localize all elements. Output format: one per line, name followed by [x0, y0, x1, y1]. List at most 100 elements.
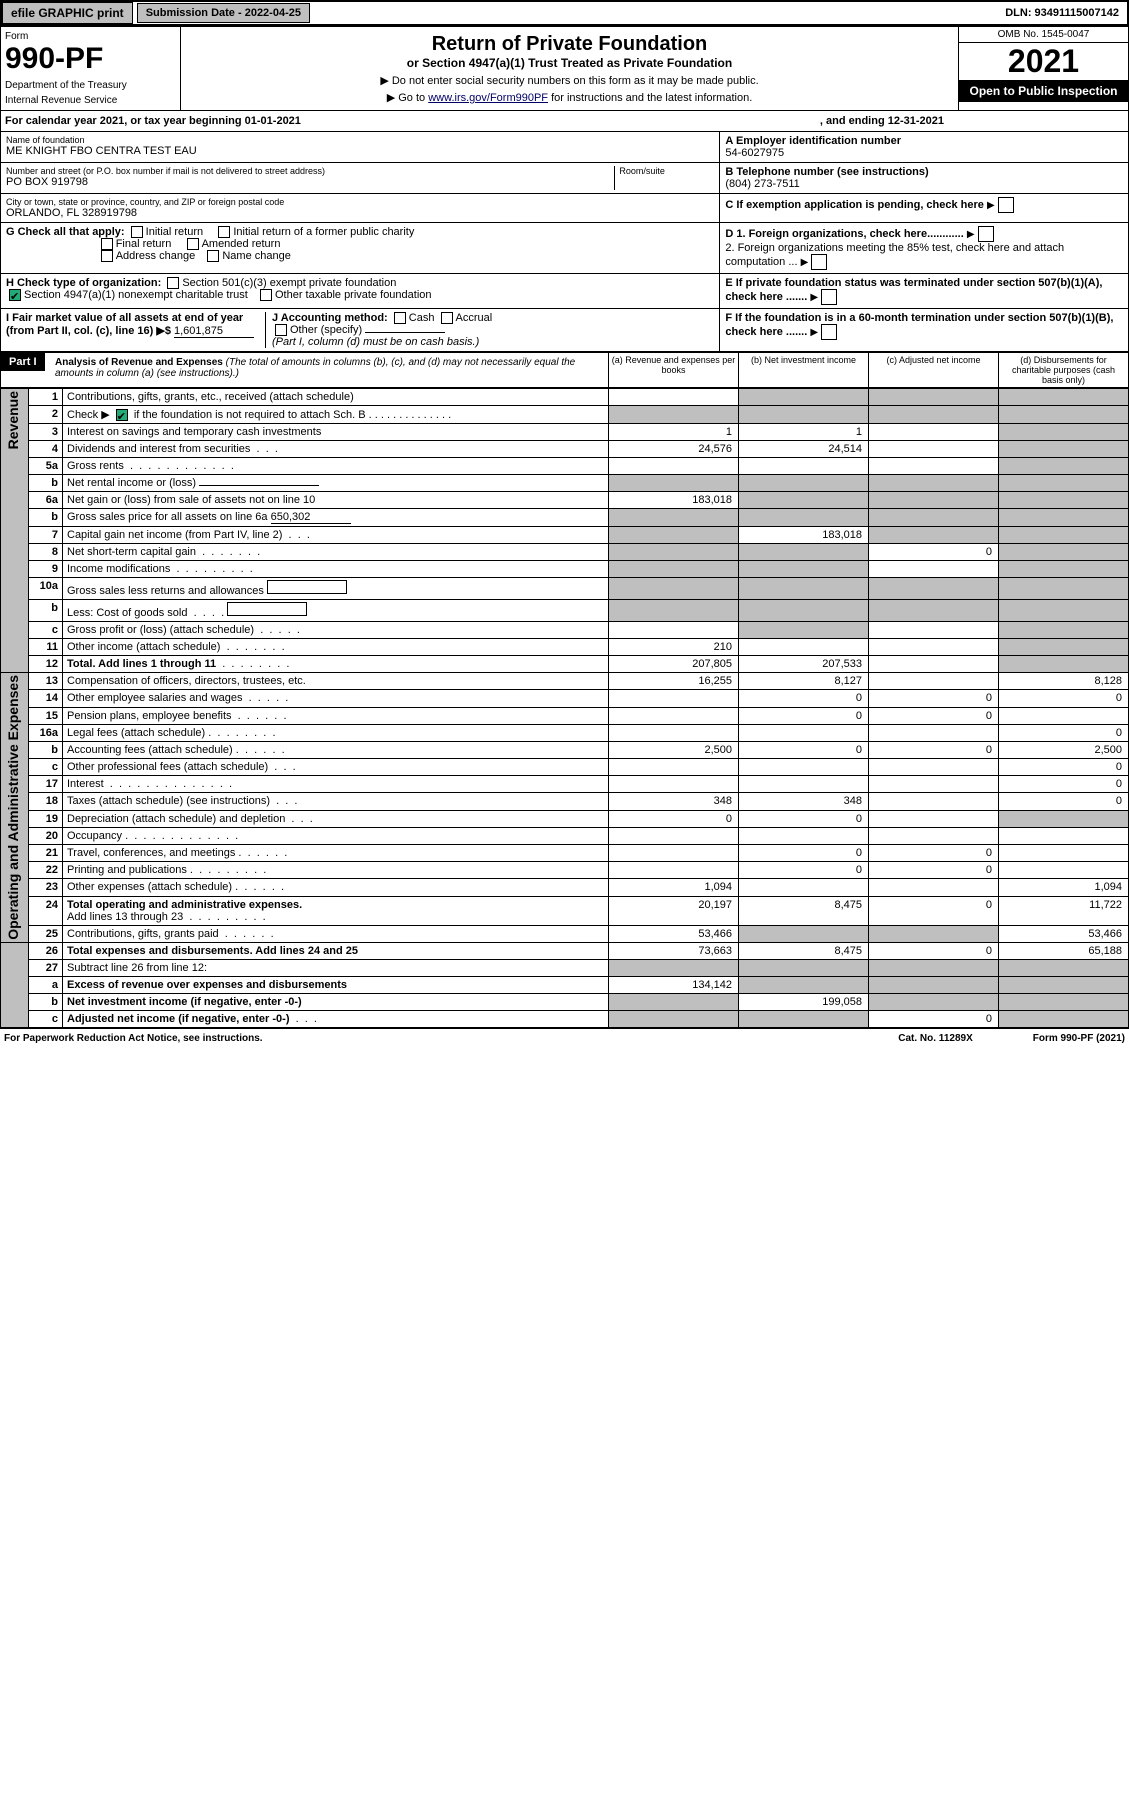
l26a: 73,663	[609, 943, 739, 960]
l4b: 24,514	[739, 441, 869, 458]
addr-value: PO BOX 919798	[6, 176, 614, 188]
l2b: if the foundation is not required to att…	[134, 409, 366, 421]
l6b-val: 650,302	[271, 511, 351, 524]
dept-label: Department of the Treasury	[5, 80, 176, 91]
l18d: 0	[999, 793, 1129, 810]
l16b-a: 2,500	[609, 741, 739, 758]
footer-left: For Paperwork Reduction Act Notice, see …	[4, 1033, 263, 1044]
l25d: 53,466	[999, 925, 1129, 942]
l24b: Add lines 13 through 23	[67, 911, 183, 923]
l27b: Net investment income (if negative, ente…	[67, 996, 302, 1008]
l22c: 0	[869, 862, 999, 879]
h1: Section 501(c)(3) exempt private foundat…	[182, 277, 396, 289]
g1: Initial return	[146, 226, 203, 238]
cb-initial-former[interactable]	[218, 226, 230, 238]
cb-final-return[interactable]	[101, 238, 113, 250]
l21b: 0	[739, 845, 869, 862]
l16c-d: 0	[999, 759, 1129, 776]
cb-other-taxable[interactable]	[260, 289, 272, 301]
l24a-v: 20,197	[609, 896, 739, 925]
l13b: 8,127	[739, 673, 869, 690]
cb-f[interactable]	[821, 324, 837, 340]
arrow-icon: ▶	[987, 200, 995, 211]
l12: Total. Add lines 1 through 11	[67, 658, 216, 670]
l26c: 0	[869, 943, 999, 960]
l18b: 348	[739, 793, 869, 810]
f-label: F If the foundation is in a 60-month ter…	[725, 312, 1113, 338]
footer: For Paperwork Reduction Act Notice, see …	[0, 1028, 1129, 1048]
l14b: 0	[739, 690, 869, 707]
form-subtitle: or Section 4947(a)(1) Trust Treated as P…	[187, 56, 952, 70]
tax-year: 2021	[959, 43, 1128, 80]
cb-accrual[interactable]	[441, 312, 453, 324]
l11: Other income (attach schedule)	[67, 641, 220, 653]
cb-4947[interactable]: ✔	[9, 289, 21, 301]
col-c-header: (c) Adjusted net income	[868, 353, 998, 387]
city-value: ORLANDO, FL 328919798	[6, 207, 714, 219]
l3b: 1	[739, 424, 869, 441]
d1-label: D 1. Foreign organizations, check here..…	[725, 228, 963, 240]
c-checkbox[interactable]	[998, 197, 1014, 213]
g5: Address change	[116, 250, 196, 262]
cb-address-change[interactable]	[101, 250, 113, 262]
cb-initial-return[interactable]	[131, 226, 143, 238]
cb-501c3[interactable]	[167, 277, 179, 289]
l27: Subtract line 26 from line 12:	[63, 960, 609, 977]
l13a: 16,255	[609, 673, 739, 690]
l19b: 0	[739, 810, 869, 827]
l11a: 210	[609, 639, 739, 656]
dln-label: DLN: 93491115007142	[997, 4, 1127, 22]
l19: Depreciation (attach schedule) and deple…	[67, 813, 285, 825]
l24b-v: 8,475	[739, 896, 869, 925]
l18: Taxes (attach schedule) (see instruction…	[67, 795, 270, 807]
cb-name-change[interactable]	[207, 250, 219, 262]
l7b: 183,018	[739, 527, 869, 544]
footer-form: Form 990-PF (2021)	[1033, 1033, 1125, 1044]
j-label: J Accounting method:	[272, 312, 388, 324]
l6a: Net gain or (loss) from sale of assets n…	[63, 492, 609, 509]
calendar-year-row: For calendar year 2021, or tax year begi…	[0, 111, 1129, 132]
calyear-text: For calendar year 2021, or tax year begi…	[5, 115, 301, 127]
l24: Total operating and administrative expen…	[67, 899, 302, 911]
j-note: (Part I, column (d) must be on cash basi…	[272, 336, 479, 348]
form-header: Form 990-PF Department of the Treasury I…	[0, 26, 1129, 111]
l27b-b: 199,058	[739, 994, 869, 1011]
l16b-d: 2,500	[999, 741, 1129, 758]
l27c-c: 0	[869, 1011, 999, 1028]
j1: Cash	[409, 312, 435, 324]
h2: Section 4947(a)(1) nonexempt charitable …	[24, 289, 248, 301]
calyear-ending: , and ending 12-31-2021	[820, 115, 944, 127]
name-label: Name of foundation	[6, 135, 714, 145]
l26d: 65,188	[999, 943, 1129, 960]
l16b-c: 0	[869, 741, 999, 758]
l15b: 0	[739, 707, 869, 724]
room-label: Room/suite	[619, 166, 714, 176]
l14c: 0	[869, 690, 999, 707]
g-label: G Check all that apply:	[6, 226, 125, 238]
h3: Other taxable private foundation	[275, 289, 432, 301]
l17d: 0	[999, 776, 1129, 793]
form-instr1: ▶ Do not enter social security numbers o…	[187, 74, 952, 87]
ein-value: 54-6027975	[725, 147, 1123, 159]
e-label: E If private foundation status was termi…	[725, 277, 1102, 303]
irs-link[interactable]: www.irs.gov/Form990PF	[428, 92, 548, 104]
l17: Interest	[67, 778, 104, 790]
cb-e[interactable]	[821, 289, 837, 305]
efile-button[interactable]: efile GRAPHIC print	[2, 2, 133, 24]
l20: Occupancy	[67, 830, 122, 842]
part1-header: Part I Analysis of Revenue and Expenses …	[0, 352, 1129, 388]
c-label: C If exemption application is pending, c…	[725, 199, 984, 211]
cb-d2[interactable]	[811, 254, 827, 270]
cb-d1[interactable]	[978, 226, 994, 242]
l13d: 8,128	[999, 673, 1129, 690]
l23d: 1,094	[999, 879, 1129, 896]
l27a: Excess of revenue over expenses and disb…	[67, 979, 347, 991]
cb-schb[interactable]: ✔	[116, 409, 128, 421]
l4: Dividends and interest from securities	[67, 443, 250, 455]
submission-date: Submission Date - 2022-04-25	[137, 3, 310, 23]
cb-other-method[interactable]	[275, 324, 287, 336]
cb-cash[interactable]	[394, 312, 406, 324]
l16a: Legal fees (attach schedule)	[67, 727, 205, 739]
cb-amended[interactable]	[187, 238, 199, 250]
g3: Final return	[116, 238, 172, 250]
